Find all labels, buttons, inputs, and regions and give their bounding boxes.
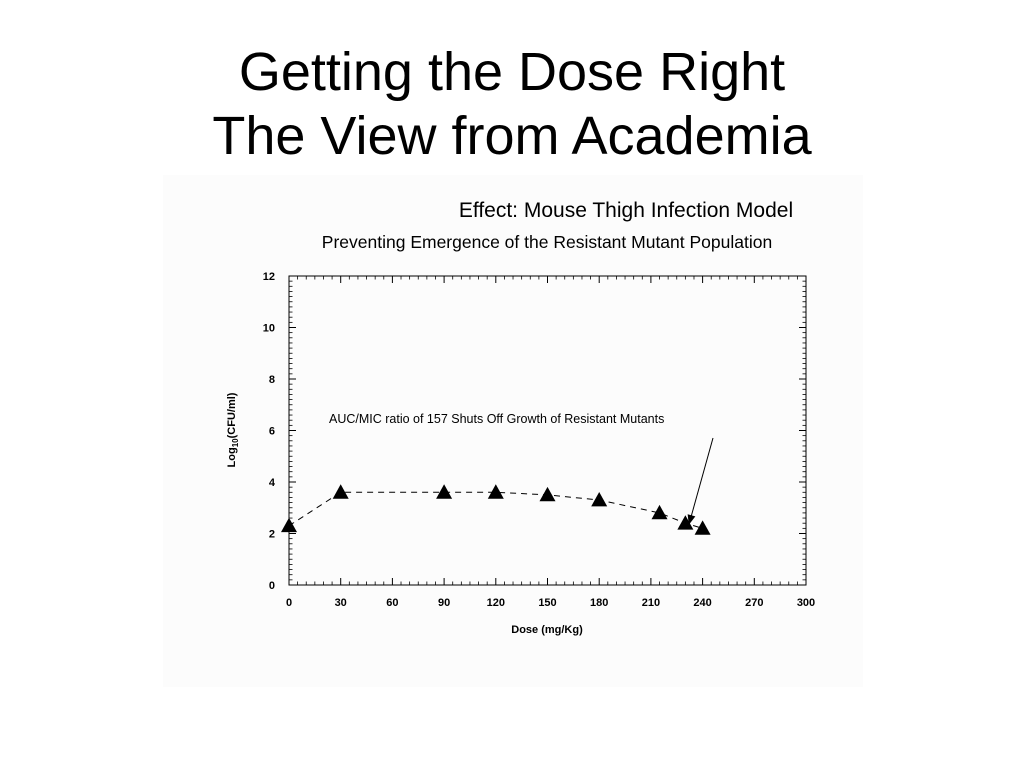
y-axis-label-rest: (CFU/ml) [226,392,238,438]
data-point-triangle [436,484,453,499]
slide-title-line-1: Getting the Dose Right [238,42,786,102]
annotation-arrow-head [687,514,696,525]
data-point-triangle [694,520,711,535]
x-tick-label: 90 [438,597,450,609]
y-tick-label: 4 [269,477,276,489]
data-point-triangle [281,517,297,533]
x-tick-label: 240 [693,597,711,609]
annotation-text: AUC/MIC ratio of 157 Shuts Off Growth of… [329,412,664,426]
x-tick-label: 210 [642,597,660,609]
data-point-triangle [487,484,504,499]
y-axis-ticks: 0 2 4 6 8 10 12 [263,271,806,592]
x-tick-label: 30 [335,597,347,609]
annotation-arrow-line [688,437,714,526]
data-point-triangle [591,492,608,507]
x-axis-ticks: 0 30 60 90 120 150 180 210 240 270 300 [286,276,815,609]
x-tick-label: 60 [386,597,398,609]
x-tick-label: 0 [286,597,292,609]
slide-title-line-2: The View from Academia [212,106,812,166]
y-tick-label: 10 [263,323,275,335]
x-axis-label: Dose (mg/Kg) [511,624,583,636]
x-tick-label: 270 [745,597,763,609]
y-axis-label-main: Log [226,447,238,467]
x-tick-label: 150 [538,597,556,609]
y-tick-label: 8 [269,374,275,386]
data-point-triangle [539,486,556,502]
chart-subtitle: Preventing Emergence of the Resistant Mu… [322,232,772,252]
y-tick-label: 12 [263,271,275,283]
data-point-triangle [651,504,668,520]
chart-title: Effect: Mouse Thigh Infection Model [459,199,793,222]
plot-frame [288,275,807,586]
y-axis-label: Log10(CFU/ml) [226,392,240,467]
x-tick-label: 180 [590,597,608,609]
y-axis-label-subscript: 10 [231,438,240,447]
x-tick-label: 300 [797,597,815,609]
x-tick-label: 120 [487,597,505,609]
y-tick-label: 2 [269,529,275,541]
series-markers [281,484,711,535]
data-point-triangle [677,515,694,530]
y-tick-label: 6 [269,426,275,438]
y-tick-label: 0 [269,580,275,592]
slide-title: Getting the Dose Right The View from Aca… [0,40,1024,168]
data-point-triangle [332,484,349,499]
figure-panel [163,175,863,687]
